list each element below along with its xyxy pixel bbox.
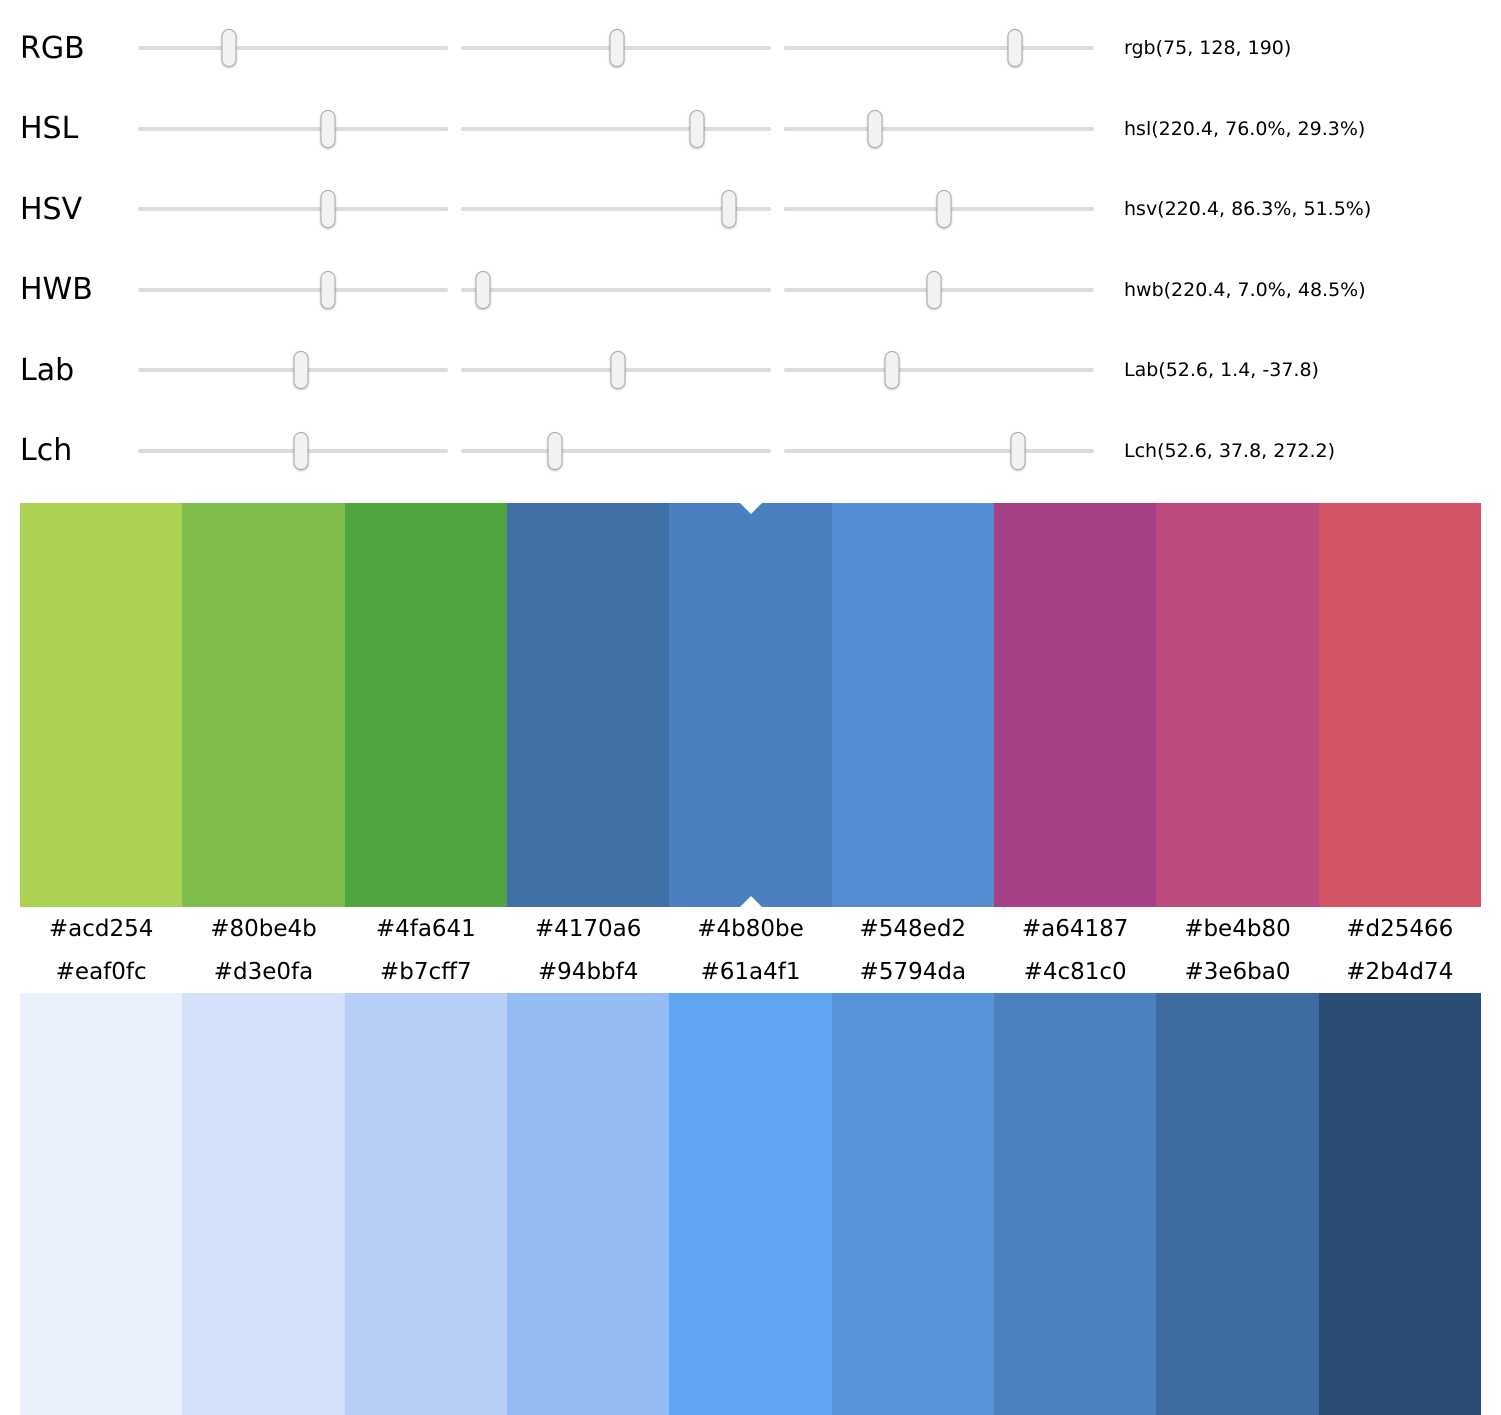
lch-channel1-track[interactable] xyxy=(138,431,448,471)
lab-channel3-track[interactable] xyxy=(784,350,1094,390)
palette-swatch[interactable] xyxy=(20,503,183,907)
slider-handle[interactable] xyxy=(320,270,336,309)
slider-handle[interactable] xyxy=(936,190,952,229)
palette-strip-top xyxy=(20,503,1481,907)
picker-label-hsl: HSL xyxy=(20,111,79,147)
picker-value-hwb: hwb(220.4, 7.0%, 48.5%) xyxy=(1124,278,1366,301)
picker-label-hsv: HSV xyxy=(20,191,83,227)
rgb-channel2-track[interactable] xyxy=(461,28,771,68)
slider-handle[interactable] xyxy=(547,431,563,470)
lch-channel2-track[interactable] xyxy=(461,431,771,471)
palette-swatch[interactable] xyxy=(20,993,183,1415)
picker-label-lab: Lab xyxy=(20,352,75,388)
picker-row-hsv: HSV hsv(220.4, 86.3%, 51.5%) xyxy=(20,169,1481,250)
slider-handle[interactable] xyxy=(610,351,626,390)
swatch-hex-label: #4c81c0 xyxy=(1023,959,1127,985)
slider-handle[interactable] xyxy=(293,431,309,470)
slider-handle[interactable] xyxy=(221,29,237,68)
picker-row-hwb: HWB hwb(220.4, 7.0%, 48.5%) xyxy=(20,250,1481,331)
palette-swatch[interactable] xyxy=(993,503,1157,907)
palette-swatch[interactable] xyxy=(1318,503,1481,907)
picker-label-lch: Lch xyxy=(20,433,73,469)
swatch-hex-label: #4b80be xyxy=(697,916,804,942)
slider-handle[interactable] xyxy=(1010,431,1026,470)
palette-swatch[interactable] xyxy=(1156,993,1319,1415)
lab-channel2-track[interactable] xyxy=(461,350,771,390)
palette-swatch[interactable] xyxy=(831,993,994,1415)
picker-value-hsv: hsv(220.4, 86.3%, 51.5%) xyxy=(1124,198,1372,221)
swatch-hex-label: #548ed2 xyxy=(859,916,967,942)
swatch-hex-label: #3e6ba0 xyxy=(1184,959,1291,985)
slider-handle[interactable] xyxy=(721,190,737,229)
slider-handle[interactable] xyxy=(475,270,491,309)
slider-handle[interactable] xyxy=(884,351,900,390)
palette-swatch[interactable] xyxy=(1156,503,1319,907)
swatch-hex-label: #a64187 xyxy=(1021,916,1129,942)
swatch-hex-label: #d25466 xyxy=(1346,916,1454,942)
rgb-channel1-track[interactable] xyxy=(138,28,448,68)
lch-channel3-track[interactable] xyxy=(784,431,1094,471)
picker-row-lab: Lab Lab(52.6, 1.4, -37.8) xyxy=(20,330,1481,411)
picker-value-hsl: hsl(220.4, 76.0%, 29.3%) xyxy=(1124,117,1366,140)
slider-handle[interactable] xyxy=(320,109,336,148)
hsl-channel3-track[interactable] xyxy=(784,109,1094,149)
palette-swatch[interactable] xyxy=(182,993,345,1415)
palette-swatch[interactable] xyxy=(1318,993,1481,1415)
swatch-hex-label: #d3e0fa xyxy=(213,959,314,985)
hwb-channel3-track[interactable] xyxy=(784,270,1094,310)
palette-swatch[interactable] xyxy=(344,503,507,907)
swatch-hex-label: #5794da xyxy=(859,959,967,985)
palette-strip-bottom xyxy=(20,993,1481,1415)
palette-swatch[interactable] xyxy=(344,993,507,1415)
picker-row-hsl: HSL hsl(220.4, 76.0%, 29.3%) xyxy=(20,89,1481,170)
hsl-channel2-track[interactable] xyxy=(461,109,771,149)
palette-swatch[interactable] xyxy=(993,993,1157,1415)
picker-row-rgb: RGB rgb(75, 128, 190) xyxy=(20,8,1481,89)
palette-swatch[interactable] xyxy=(506,993,670,1415)
palette-bottom-hex-labels: #eaf0fc #d3e0fa #b7cff7 #94bbf4 #61a4f1 … xyxy=(20,950,1481,993)
slider-handle[interactable] xyxy=(926,270,942,309)
swatch-hex-label: #94bbf4 xyxy=(537,959,639,985)
swatch-hex-label: #be4b80 xyxy=(1184,916,1291,942)
slider-handle[interactable] xyxy=(320,190,336,229)
slider-handle[interactable] xyxy=(609,29,625,68)
palette-swatch[interactable] xyxy=(182,503,345,907)
swatch-hex-label: #b7cff7 xyxy=(380,959,472,985)
slider-handle[interactable] xyxy=(293,351,309,390)
hwb-channel2-track[interactable] xyxy=(461,270,771,310)
swatch-hex-label: #acd254 xyxy=(48,916,154,942)
palette-top-hex-labels: #acd254 #80be4b #4fa641 #4170a6 #4b80be … xyxy=(20,907,1481,950)
picker-label-hwb: HWB xyxy=(20,272,93,308)
color-pickers-panel: RGB rgb(75, 128, 190) HSL hsl(220.4, 76.… xyxy=(0,0,1501,491)
selected-swatch-notch-bottom-icon xyxy=(739,896,762,907)
swatch-hex-label: #eaf0fc xyxy=(55,959,147,985)
palette-swatch[interactable] xyxy=(506,503,670,907)
picker-value-lab: Lab(52.6, 1.4, -37.8) xyxy=(1124,359,1319,382)
swatch-hex-label: #4fa641 xyxy=(375,916,476,942)
slider-handle[interactable] xyxy=(689,109,705,148)
hsv-channel1-track[interactable] xyxy=(138,189,448,229)
hwb-channel1-track[interactable] xyxy=(138,270,448,310)
picker-label-rgb: RGB xyxy=(20,30,85,66)
hsl-channel1-track[interactable] xyxy=(138,109,448,149)
swatch-hex-label: #61a4f1 xyxy=(700,959,801,985)
hsv-channel3-track[interactable] xyxy=(784,189,1094,229)
selected-swatch-notch-top-icon xyxy=(739,503,762,514)
picker-value-rgb: rgb(75, 128, 190) xyxy=(1124,37,1292,60)
slider-handle[interactable] xyxy=(1007,29,1023,68)
lab-channel1-track[interactable] xyxy=(138,350,448,390)
picker-row-lch: Lch Lch(52.6, 37.8, 272.2) xyxy=(20,411,1481,492)
swatch-hex-label: #4170a6 xyxy=(534,916,642,942)
palette-swatch[interactable] xyxy=(831,503,994,907)
swatch-hex-label: #2b4d74 xyxy=(1346,959,1454,985)
palette-swatch[interactable] xyxy=(669,993,832,1415)
hsv-channel2-track[interactable] xyxy=(461,189,771,229)
palette-swatch-selected[interactable] xyxy=(669,503,832,907)
rgb-channel3-track[interactable] xyxy=(784,28,1094,68)
picker-value-lch: Lch(52.6, 37.8, 272.2) xyxy=(1124,439,1336,462)
swatch-hex-label: #80be4b xyxy=(210,916,317,942)
slider-handle[interactable] xyxy=(867,109,883,148)
